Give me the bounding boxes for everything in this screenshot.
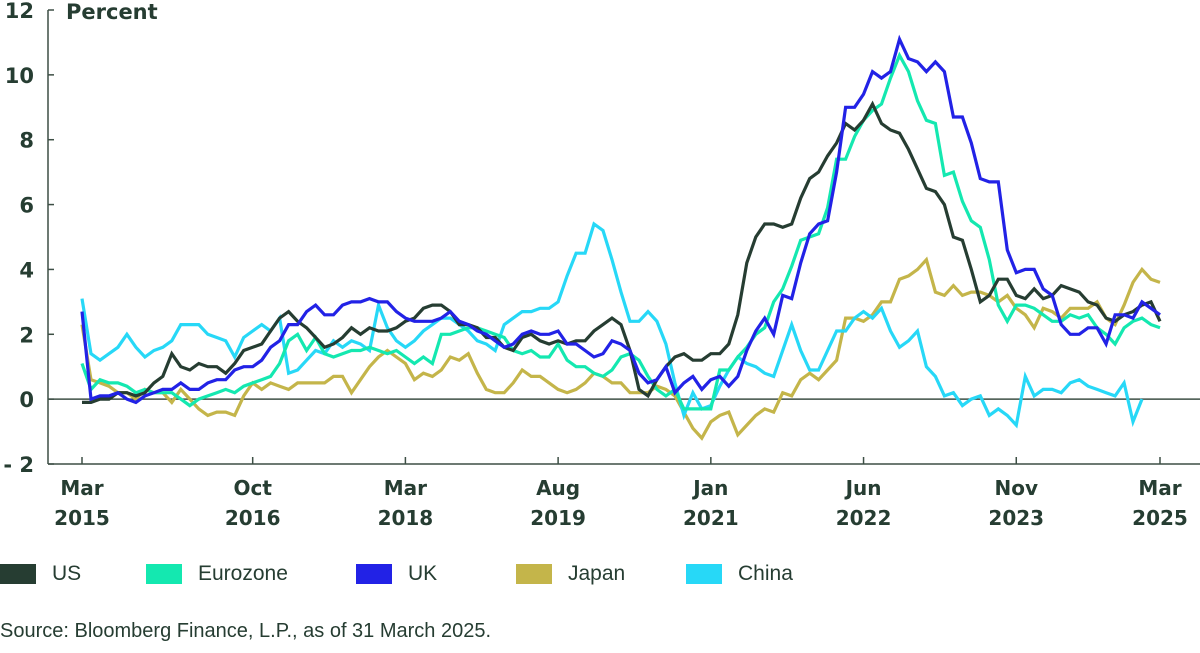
x-tick-label-month: Mar bbox=[60, 476, 103, 500]
x-tick-label-month: Jan bbox=[691, 476, 728, 500]
series-line-us bbox=[82, 100, 1162, 404]
x-tick-label-month: Mar bbox=[1138, 476, 1181, 500]
y-tick-label: 4 bbox=[19, 258, 34, 282]
series-lines bbox=[80, 34, 1162, 441]
legend-item-japan: Japan bbox=[516, 562, 686, 586]
x-tick-label-year: 2021 bbox=[683, 506, 739, 530]
x-tick-label-month: Jun bbox=[844, 476, 882, 500]
x-tick-label-year: 2023 bbox=[988, 506, 1044, 530]
legend-item-china: China bbox=[686, 562, 793, 586]
line-chart: 12 10 8 6 4 2 0 - 2 Mar 2015 Oct 2016 Mar 2018 Aug 201… bbox=[3, 0, 1200, 530]
legend-label-uk: UK bbox=[408, 562, 438, 585]
x-tick-label-month: Nov bbox=[995, 476, 1039, 500]
legend-label-china: China bbox=[738, 562, 793, 585]
series-line-uk bbox=[80, 34, 1161, 405]
y-tick-label: 10 bbox=[5, 64, 34, 88]
x-tick-label-month: Oct bbox=[233, 476, 272, 500]
y-tick-label: 6 bbox=[19, 194, 34, 218]
legend-swatch-china bbox=[686, 564, 722, 584]
y-tick-label: 2 bbox=[19, 323, 34, 347]
legend-swatch-uk bbox=[356, 564, 392, 584]
legend-label-us: US bbox=[52, 562, 82, 585]
legend-swatch-us bbox=[0, 564, 36, 584]
y-axis: 12 10 8 6 4 2 0 - 2 bbox=[3, 0, 1200, 477]
x-tick-label-month: Mar bbox=[384, 476, 427, 500]
legend-label-eurozone: Eurozone bbox=[198, 562, 288, 585]
x-tick-label-year: 2016 bbox=[225, 506, 281, 530]
legend-item-eurozone: Eurozone bbox=[146, 562, 356, 586]
x-tick-label-year: 2019 bbox=[530, 506, 586, 530]
x-tick-label-year: 2018 bbox=[378, 506, 434, 530]
x-axis: Mar 2015 Oct 2016 Mar 2018 Aug 2019 Jan 2021 Jun 20… bbox=[48, 457, 1200, 530]
x-tick-label-year: 2022 bbox=[836, 506, 892, 530]
y-tick-label: 8 bbox=[19, 129, 34, 153]
series-line-china bbox=[80, 221, 1144, 429]
y-tick-label: 0 bbox=[19, 388, 34, 412]
y-tick-label: - 2 bbox=[3, 453, 34, 477]
legend-swatch-japan bbox=[516, 564, 552, 584]
y-axis-title: Percent bbox=[66, 0, 158, 24]
series-line-japan bbox=[80, 256, 1161, 441]
legend-item-us: US bbox=[0, 562, 146, 586]
legend-label-japan: Japan bbox=[568, 562, 626, 585]
series-line-eurozone bbox=[80, 51, 1161, 411]
legend-item-uk: UK bbox=[356, 562, 516, 586]
y-tick-label: 12 bbox=[5, 0, 34, 23]
x-tick-label-year: 2025 bbox=[1132, 506, 1188, 530]
legend: US Eurozone UK Japan China bbox=[0, 562, 793, 586]
source-note: Source: Bloomberg Finance, L.P., as of 3… bbox=[0, 620, 492, 642]
x-tick-label-year: 2015 bbox=[54, 506, 110, 530]
legend-swatch-eurozone bbox=[146, 564, 182, 584]
x-tick-label-month: Aug bbox=[536, 476, 580, 500]
